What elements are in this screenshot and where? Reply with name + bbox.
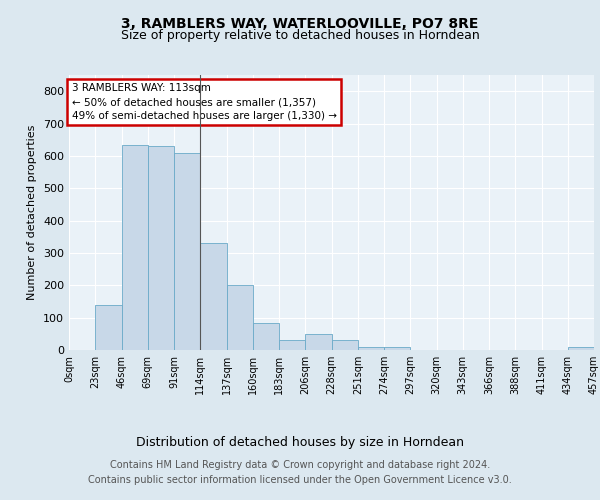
Bar (279, 340, 305, 350)
Text: Size of property relative to detached houses in Horndean: Size of property relative to detached ho… (121, 29, 479, 42)
Text: 3 RAMBLERS WAY: 113sqm
← 50% of detached houses are smaller (1,357)
49% of semi-: 3 RAMBLERS WAY: 113sqm ← 50% of detached… (71, 83, 337, 121)
Text: Contains HM Land Registry data © Crown copyright and database right 2024.
Contai: Contains HM Land Registry data © Crown c… (88, 460, 512, 485)
Bar (121, 144, 148, 350)
Bar (200, 243, 227, 350)
Bar (95, 304, 121, 350)
Bar (253, 322, 279, 350)
Bar (568, 347, 594, 350)
Bar (384, 347, 410, 350)
Bar (227, 286, 253, 350)
Bar (331, 340, 358, 350)
Text: Distribution of detached houses by size in Horndean: Distribution of detached houses by size … (136, 436, 464, 449)
Bar (305, 334, 331, 350)
Bar (358, 347, 384, 350)
Bar (148, 146, 174, 350)
Y-axis label: Number of detached properties: Number of detached properties (28, 125, 37, 300)
Text: 3, RAMBLERS WAY, WATERLOOVILLE, PO7 8RE: 3, RAMBLERS WAY, WATERLOOVILLE, PO7 8RE (121, 18, 479, 32)
Bar (174, 152, 200, 350)
